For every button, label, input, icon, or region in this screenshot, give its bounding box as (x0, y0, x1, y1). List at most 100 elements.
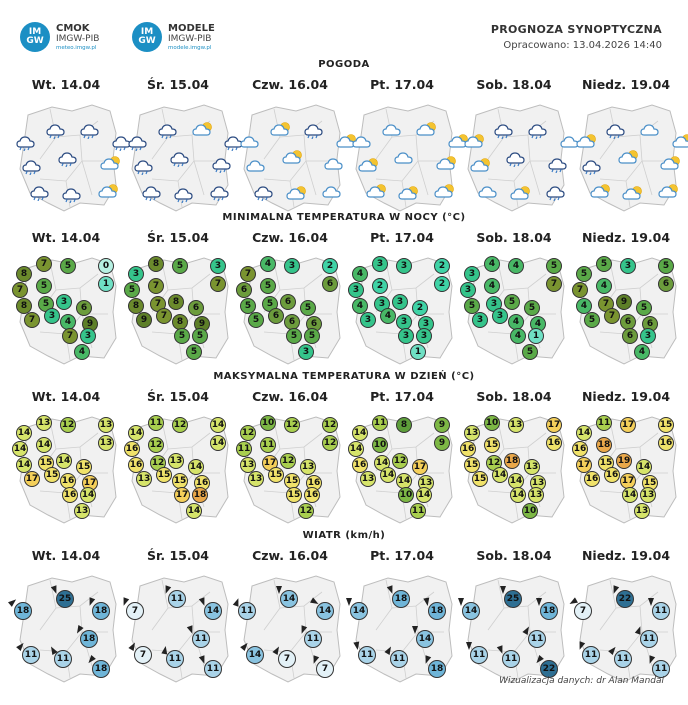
temperature-marker: 15 (156, 467, 172, 483)
temperature-marker: 2 (322, 258, 338, 274)
temperature-marker: 6 (236, 282, 252, 298)
temperature-marker: 5 (124, 282, 140, 298)
weather-map[interactable] (346, 99, 468, 214)
temperature-marker: 3 (348, 282, 364, 298)
temperature-marker: 5 (464, 298, 480, 314)
temperature-marker: 10 (260, 415, 276, 431)
day-label: Sob. 18.04 (476, 230, 552, 245)
day-label: Niedz. 19.04 (581, 77, 671, 92)
temperature-marker: 2 (412, 300, 428, 316)
temperature-marker: 10 (372, 437, 388, 453)
wind-speed-marker: 25 (56, 590, 74, 608)
cloud-icon (322, 186, 341, 198)
logo-url[interactable]: modele.imgw.pl (168, 44, 212, 51)
wind-map[interactable]: 7 11 14 11 7 11 11 (120, 570, 234, 685)
rain-cloud-icon (16, 136, 35, 151)
rain-cloud-icon (506, 152, 525, 167)
temperature-marker: 8 (396, 417, 412, 433)
logo-url[interactable]: meteo.imgw.pl (56, 44, 97, 51)
day-label: Śr. 15.04 (146, 77, 210, 92)
tmax-map[interactable]: 13 10 13 17 16 15 16 15 12 18 13 15 14 14 13 14 13 10 (458, 411, 570, 526)
weather-map[interactable] (234, 99, 356, 214)
rain-cloud-icon (212, 158, 231, 173)
rain-cloud-icon (22, 160, 41, 175)
tmax-map[interactable]: 14 11 8 9 14 10 9 16 14 12 17 13 14 14 13 10 14 11 (346, 411, 458, 526)
cmok-logo[interactable]: IM GW CMOK IMGW-PIB meteo.imgw.pl (20, 22, 99, 52)
wind-speed-marker: 11 (528, 630, 546, 648)
day-label: Czw. 16.04 (252, 77, 328, 92)
temperature-marker: 12 (240, 425, 256, 441)
temperature-marker: 11 (236, 441, 252, 457)
wind-map[interactable]: 18 25 18 18 11 11 18 (8, 570, 122, 685)
temperature-marker: 5 (596, 256, 612, 272)
temperature-marker: 17 (24, 471, 40, 487)
partly-sunny-icon (464, 134, 484, 148)
day-label: Wt. 14.04 (31, 548, 101, 563)
weather-map[interactable] (458, 99, 579, 214)
rain-cloud-icon (134, 160, 153, 175)
temperature-marker: 13 (528, 487, 544, 503)
tmax-map[interactable]: 14 11 12 14 16 12 14 16 12 13 14 13 15 15 16 17 18 14 (122, 411, 234, 526)
temperature-marker: 14 (12, 441, 28, 457)
temperature-marker: 9 (434, 417, 450, 433)
partly-sunny-icon (448, 134, 468, 148)
tmax-map[interactable]: 14 11 17 15 16 18 16 17 15 19 14 16 16 17 15 14 13 13 (570, 411, 682, 526)
partly-sunny-icon (436, 156, 456, 170)
temperature-marker: 13 (98, 417, 114, 433)
day-label: Sob. 18.04 (476, 389, 552, 404)
wind-speed-marker: 11 (204, 660, 222, 678)
wind-speed-marker: 7 (316, 660, 334, 678)
day-row: Wt. 14.04 Śr. 15.04 Czw. 16.04 Pt. 17.04 Sob… (0, 389, 688, 407)
day-label: Śr. 15.04 (146, 389, 210, 404)
temperature-marker: 11 (596, 415, 612, 431)
temperature-marker: 3 (396, 314, 412, 330)
wind-map[interactable]: 7 22 11 11 11 11 11 (568, 570, 682, 685)
temperature-marker: 13 (240, 457, 256, 473)
tmax-map[interactable]: 12 10 12 12 11 11 12 13 17 12 13 13 15 15 16 15 16 12 (234, 411, 346, 526)
temperature-marker: 13 (360, 471, 376, 487)
temperature-marker: 14 (416, 487, 432, 503)
temperature-marker: 7 (156, 308, 172, 324)
temperature-marker: 19 (616, 453, 632, 469)
temperature-marker: 5 (260, 278, 276, 294)
rain-cloud-icon (128, 136, 147, 151)
tmax-map[interactable]: 14 13 12 13 14 14 13 14 15 14 15 17 15 16 17 16 14 13 (10, 411, 122, 526)
wind-speed-marker: 11 (652, 660, 670, 678)
day-label: Czw. 16.04 (252, 389, 328, 404)
weather-map[interactable] (122, 99, 243, 214)
wind-map[interactable]: 14 18 18 14 11 11 18 (346, 570, 458, 685)
partly-sunny-icon (282, 150, 302, 164)
temperature-marker: 4 (634, 344, 650, 360)
wind-speed-marker: 11 (238, 602, 256, 620)
section-title: POGODA (318, 59, 370, 70)
rain-cloud-icon (210, 186, 229, 201)
temperature-marker: 4 (60, 314, 76, 330)
wind-speed-marker: 11 (168, 590, 186, 608)
wind-map[interactable]: 11 14 14 11 14 7 7 (232, 570, 346, 685)
wind-speed-marker: 11 (640, 630, 658, 648)
day-label: Śr. 15.04 (146, 548, 210, 563)
temperature-marker: 3 (492, 308, 508, 324)
temperature-marker: 16 (352, 457, 368, 473)
temperature-marker: 5 (524, 300, 540, 316)
weather-map[interactable] (10, 99, 131, 214)
temperature-marker: 13 (136, 471, 152, 487)
temperature-marker: 12 (148, 437, 164, 453)
temperature-marker: 16 (572, 441, 588, 457)
cloud-icon (246, 160, 265, 172)
wind-speed-marker: 14 (246, 646, 264, 664)
temperature-marker: 4 (352, 266, 368, 282)
wind-map[interactable]: 14 25 18 11 11 11 22 (458, 570, 570, 685)
cloud-icon (352, 136, 371, 148)
weather-map[interactable] (570, 99, 688, 214)
modele-logo[interactable]: IM GW MODELE IMGW-PIB modele.imgw.pl (132, 22, 215, 52)
wind-speed-marker: 11 (54, 650, 72, 668)
